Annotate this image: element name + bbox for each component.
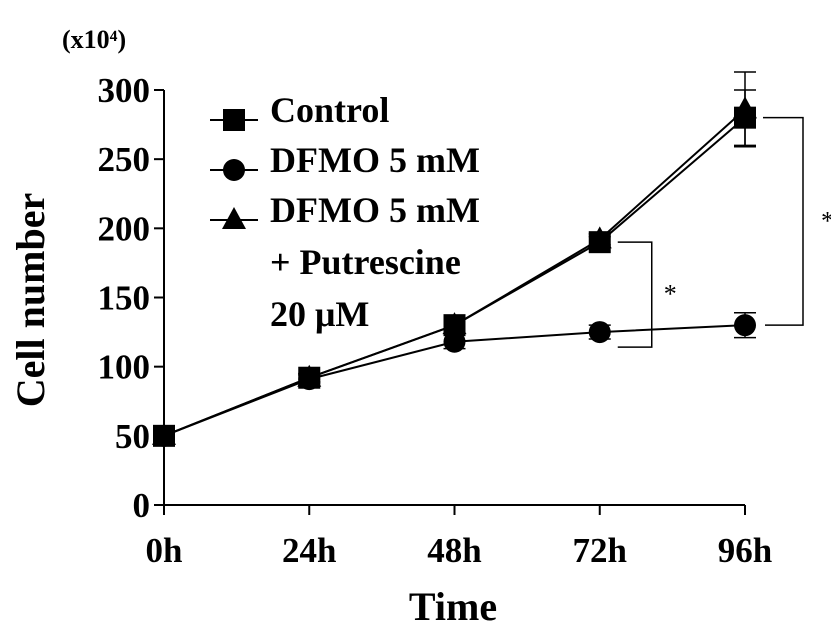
x-tick-label: 24h xyxy=(282,531,336,570)
significance-star: * xyxy=(821,206,831,235)
legend-marker-control xyxy=(223,109,245,131)
significance-star: * xyxy=(664,280,677,309)
y-axis-title: Cell number xyxy=(8,193,53,407)
data-point xyxy=(733,96,757,119)
data-point xyxy=(588,321,611,344)
x-ticks: 0h 24h 48h 72h 96h xyxy=(146,505,772,570)
significance-bracket xyxy=(763,116,804,326)
legend-label-dfmo-putrescine-line1: DFMO 5 mM xyxy=(270,190,480,230)
y-tick-label: 0 xyxy=(133,486,151,525)
x-tick-label: 72h xyxy=(573,531,627,570)
data-point xyxy=(734,314,756,337)
legend: Control DFMO 5 mM DFMO 5 mM + Putrescine… xyxy=(210,90,480,334)
y-ticks: 0 50 100 150 200 250 300 xyxy=(98,71,164,525)
y-tick-label: 250 xyxy=(98,140,151,179)
x-tick-label: 48h xyxy=(427,531,481,570)
y-tick-label: 200 xyxy=(98,209,151,248)
y-tick-label: 150 xyxy=(98,279,151,318)
y-tick-label: 50 xyxy=(115,417,150,456)
data-point xyxy=(297,364,322,387)
data-point xyxy=(152,422,176,445)
legend-label-dfmo-putrescine-line2: + Putrescine xyxy=(270,242,461,282)
series-layer xyxy=(152,71,757,447)
series-triangle xyxy=(152,71,757,445)
legend-marker-dfmo xyxy=(223,159,245,181)
x-axis-title: Time xyxy=(409,584,497,626)
data-point xyxy=(443,330,466,353)
data-point xyxy=(442,312,467,335)
legend-label-dfmo: DFMO 5 mM xyxy=(270,140,480,180)
data-point xyxy=(587,226,612,249)
y-tick-label: 300 xyxy=(98,71,151,110)
x-tick-label: 96h xyxy=(718,531,772,570)
legend-label-control: Control xyxy=(270,90,389,130)
legend-marker-dfmo-putrescine xyxy=(222,207,246,229)
significance-bracket xyxy=(617,241,653,348)
legend-label-dfmo-putrescine-line3: 20 μM xyxy=(270,294,369,334)
y-unit-label: (x10⁴) xyxy=(62,25,126,54)
y-tick-label: 100 xyxy=(98,348,151,387)
x-tick-label: 0h xyxy=(146,531,183,570)
significance-brackets: ** xyxy=(617,116,831,348)
